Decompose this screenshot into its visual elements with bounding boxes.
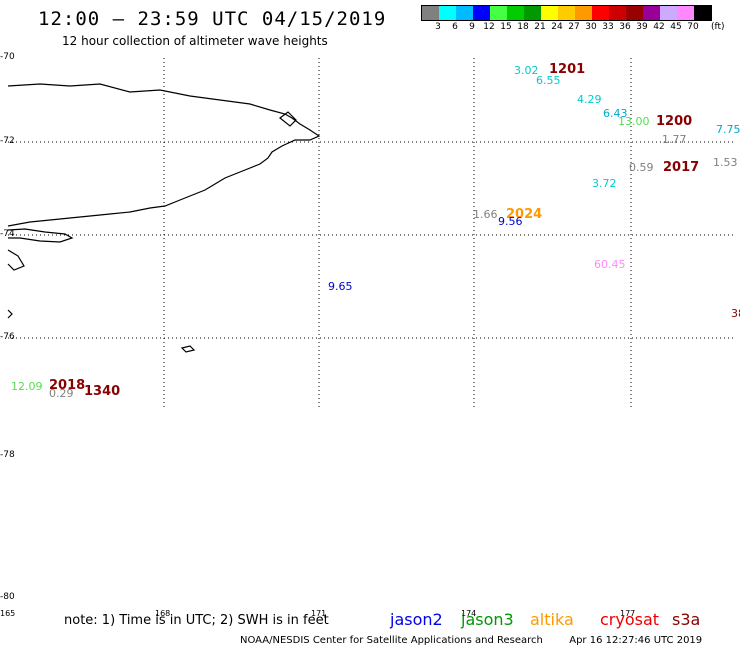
- wave-height-value: 1.77: [662, 133, 687, 146]
- legend-swatch: [626, 6, 643, 20]
- satellite-cryosat: cryosat: [600, 610, 660, 629]
- wave-height-value: 60.45: [594, 258, 626, 271]
- footer-note: note: 1) Time is in UTC; 2) SWH is in fe…: [64, 613, 329, 628]
- legend-label: 21: [534, 22, 546, 32]
- wave-height-value: 0.59: [629, 161, 654, 174]
- time-tag: 1201: [549, 62, 586, 77]
- wave-height-value: 12.09: [11, 380, 43, 393]
- wave-height-value: 6.43: [603, 107, 628, 120]
- legend-label: 33: [602, 22, 614, 32]
- legend-label: 9: [469, 22, 475, 32]
- legend-label: 45: [670, 22, 682, 32]
- legend-label: 70: [687, 22, 699, 32]
- wave-height-value: 9.65: [328, 280, 353, 293]
- legend-label: 36: [619, 22, 631, 32]
- wave-height-value: 3.72: [592, 177, 617, 190]
- lon-label: 171: [311, 609, 327, 618]
- wave-height-value: 0.29: [49, 387, 74, 400]
- time-tag: 1200: [656, 114, 693, 129]
- legend-swatch: [541, 6, 558, 20]
- legend-swatch: [592, 6, 609, 20]
- lon-label: 168: [155, 609, 171, 618]
- generated-timestamp: Apr 16 12:27:46 UTC 2019: [569, 635, 703, 646]
- time-tag: 2024: [506, 207, 543, 222]
- legend-label: 27: [568, 22, 580, 32]
- longitude-grid: [163, 58, 632, 408]
- satellite-s3a: s3a: [672, 610, 701, 629]
- wave-height-value: 3.02: [514, 64, 539, 77]
- lat-label: -74: [0, 229, 15, 239]
- legend-unit: (ft): [711, 22, 725, 32]
- wave-height-value: 6.55: [536, 74, 561, 87]
- legend-label: 24: [551, 22, 563, 32]
- lat-label: -70: [0, 52, 15, 62]
- legend-swatch: [558, 6, 575, 20]
- wave-height-value: 9.56: [498, 215, 523, 228]
- legend-label: 12: [483, 22, 495, 32]
- legend-label: 42: [653, 22, 665, 32]
- legend-swatch: [677, 6, 694, 20]
- wave-height-color-legend: [421, 5, 712, 21]
- wave-height-value: 38: [731, 307, 740, 320]
- legend-swatch: [524, 6, 541, 20]
- lat-label: -78: [0, 450, 15, 460]
- legend-label: 18: [517, 22, 529, 32]
- satellite-jason3: jason3: [461, 610, 514, 629]
- legend-label: 6: [452, 22, 458, 32]
- lat-label: -76: [0, 332, 15, 342]
- wave-height-value: 1.66: [473, 208, 498, 221]
- wave-height-value: 7.75: [716, 123, 740, 136]
- lon-label: 177: [620, 609, 636, 618]
- legend-swatch: [575, 6, 592, 20]
- legend-swatch: [694, 6, 711, 20]
- legend-swatch: [609, 6, 626, 20]
- legend-swatch: [660, 6, 677, 20]
- legend-swatch: [643, 6, 660, 20]
- legend-label: 39: [636, 22, 648, 32]
- latitude-grid: [8, 141, 735, 339]
- legend-label: 30: [585, 22, 597, 32]
- legend-label: 3: [435, 22, 441, 32]
- coastline: [7, 83, 321, 353]
- map-subtitle: 12 hour collection of altimeter wave hei…: [62, 34, 328, 48]
- credit-line: NOAA/NESDIS Center for Satellite Applica…: [240, 635, 702, 646]
- satellite-jason2: jason2: [390, 610, 443, 629]
- legend-swatch: [473, 6, 490, 20]
- time-tag: 2018: [49, 378, 86, 393]
- legend-swatch: [456, 6, 473, 20]
- time-tag: 2017: [663, 160, 700, 175]
- lon-label: 174: [461, 609, 477, 618]
- wave-height-value: 13.00: [618, 115, 650, 128]
- legend-swatch: [490, 6, 507, 20]
- wave-height-value: 4.29: [577, 93, 602, 106]
- lat-label: -80: [0, 592, 15, 602]
- wave-height-value: 1.53: [713, 156, 738, 169]
- legend-swatch: [507, 6, 524, 20]
- legend-label: 15: [500, 22, 512, 32]
- lat-label: -72: [0, 136, 15, 146]
- satellite-altika: altika: [530, 610, 574, 629]
- time-tag: 1340: [84, 384, 121, 399]
- map-title: 12:00 — 23:59 UTC 04/15/2019: [38, 8, 387, 30]
- credit-text: NOAA/NESDIS Center for Satellite Applica…: [240, 635, 543, 646]
- legend-swatch: [439, 6, 456, 20]
- legend-swatch: [422, 6, 439, 20]
- lon-label: 165: [0, 609, 16, 618]
